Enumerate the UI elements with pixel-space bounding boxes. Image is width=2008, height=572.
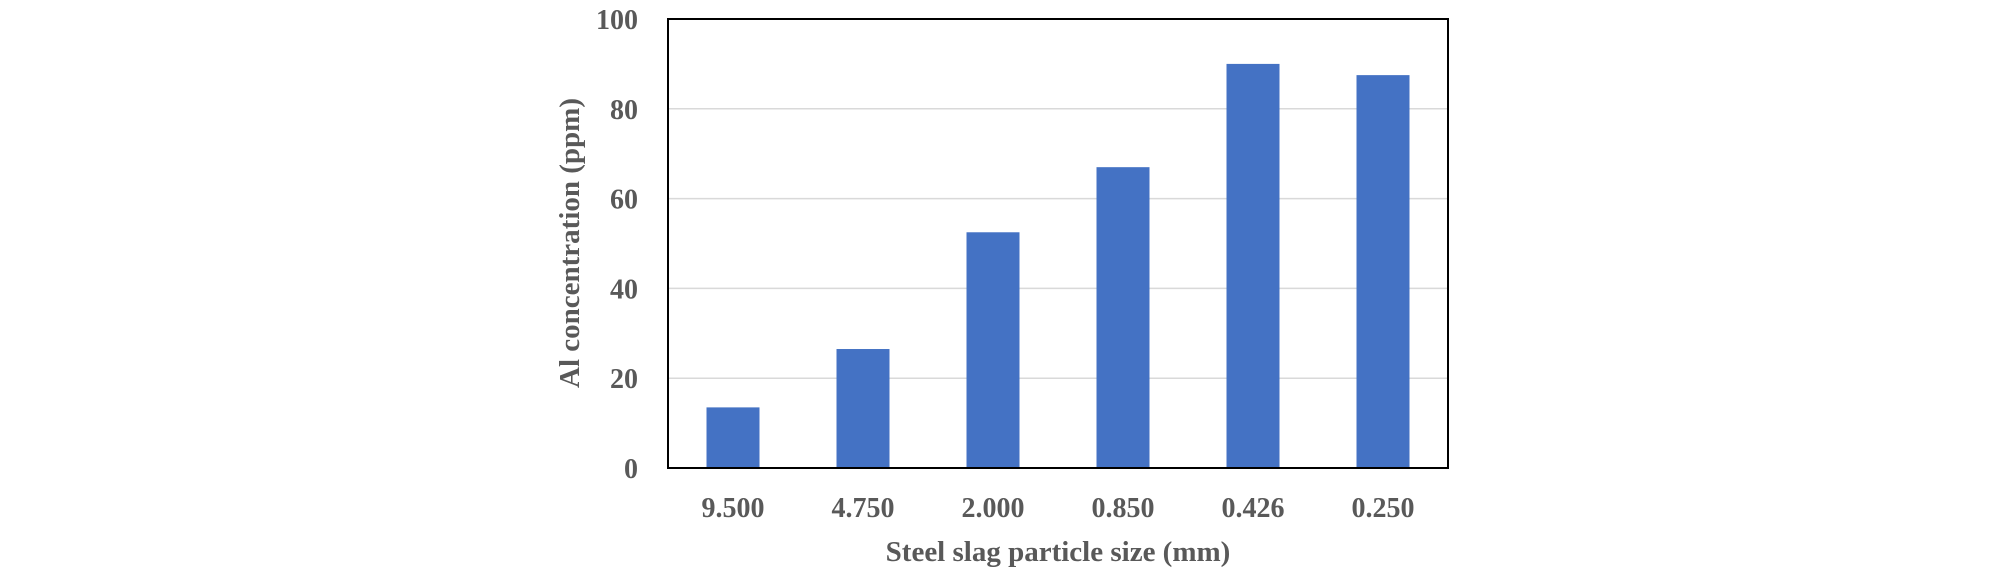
bar-4.750 xyxy=(836,349,890,468)
gridlines xyxy=(668,108,1448,379)
y-tick-label: 40 xyxy=(610,274,638,305)
plot-area-border xyxy=(667,18,1449,469)
x-tick-label: 9.500 xyxy=(702,493,765,524)
x-tick-label: 0.250 xyxy=(1352,493,1415,524)
y-tick-label: 0 xyxy=(624,454,638,485)
bar-0.250 xyxy=(1356,75,1410,468)
x-axis-tick-labels: 9.500 4.750 2.000 0.850 0.426 0.250 xyxy=(702,493,1415,524)
y-axis-tick-labels: 0 20 40 60 80 100 xyxy=(596,5,638,485)
y-tick-label: 100 xyxy=(596,5,638,36)
x-axis-title: Steel slag particle size (mm) xyxy=(886,536,1231,568)
bar-2.000 xyxy=(966,232,1020,468)
x-tick-label: 2.000 xyxy=(962,493,1025,524)
x-tick-label: 0.850 xyxy=(1092,493,1155,524)
bar-9.500 xyxy=(706,407,760,468)
x-tick-label: 0.426 xyxy=(1222,493,1285,524)
bar-0.850 xyxy=(1096,167,1150,469)
y-axis-title: Al concentration (ppm) xyxy=(554,98,586,388)
y-tick-label: 20 xyxy=(610,364,638,395)
bar-0.426 xyxy=(1226,63,1280,469)
x-tick-label: 4.750 xyxy=(832,493,895,524)
bars xyxy=(706,63,1410,469)
y-tick-label: 80 xyxy=(610,95,638,126)
y-tick-label: 60 xyxy=(610,185,638,216)
